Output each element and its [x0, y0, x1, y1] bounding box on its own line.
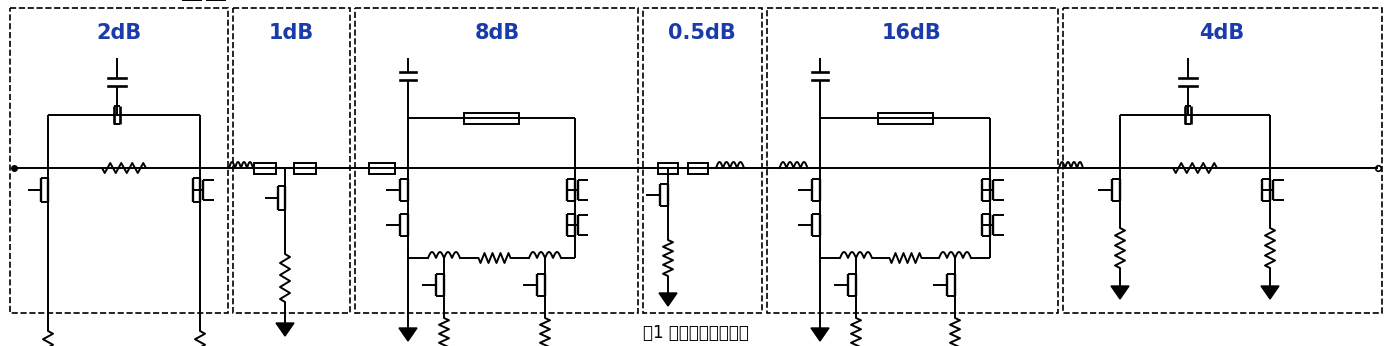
Text: 8dB: 8dB [475, 23, 519, 43]
Text: 1dB: 1dB [269, 23, 313, 43]
Text: 16dB: 16dB [883, 23, 942, 43]
Polygon shape [658, 293, 677, 306]
Polygon shape [400, 328, 418, 341]
Bar [658, 163, 678, 173]
Bar [688, 163, 709, 173]
Bar [232, 8, 349, 313]
Bar [369, 163, 394, 173]
Polygon shape [1111, 286, 1129, 299]
Polygon shape [276, 323, 294, 336]
Bar [294, 163, 316, 173]
Bar [877, 112, 933, 124]
Bar [1063, 8, 1382, 313]
Bar [643, 8, 761, 313]
Bar [355, 8, 638, 313]
Text: 2dB: 2dB [96, 23, 142, 43]
Bar [253, 163, 276, 173]
Polygon shape [1261, 286, 1279, 299]
Text: 4dB: 4dB [1200, 23, 1244, 43]
Bar [10, 8, 228, 313]
Bar [464, 112, 519, 124]
Text: 图1 衰减器整体结构图: 图1 衰减器整体结构图 [643, 324, 749, 342]
Bar [767, 8, 1058, 313]
Polygon shape [812, 328, 830, 341]
Text: 0.5dB: 0.5dB [668, 23, 736, 43]
